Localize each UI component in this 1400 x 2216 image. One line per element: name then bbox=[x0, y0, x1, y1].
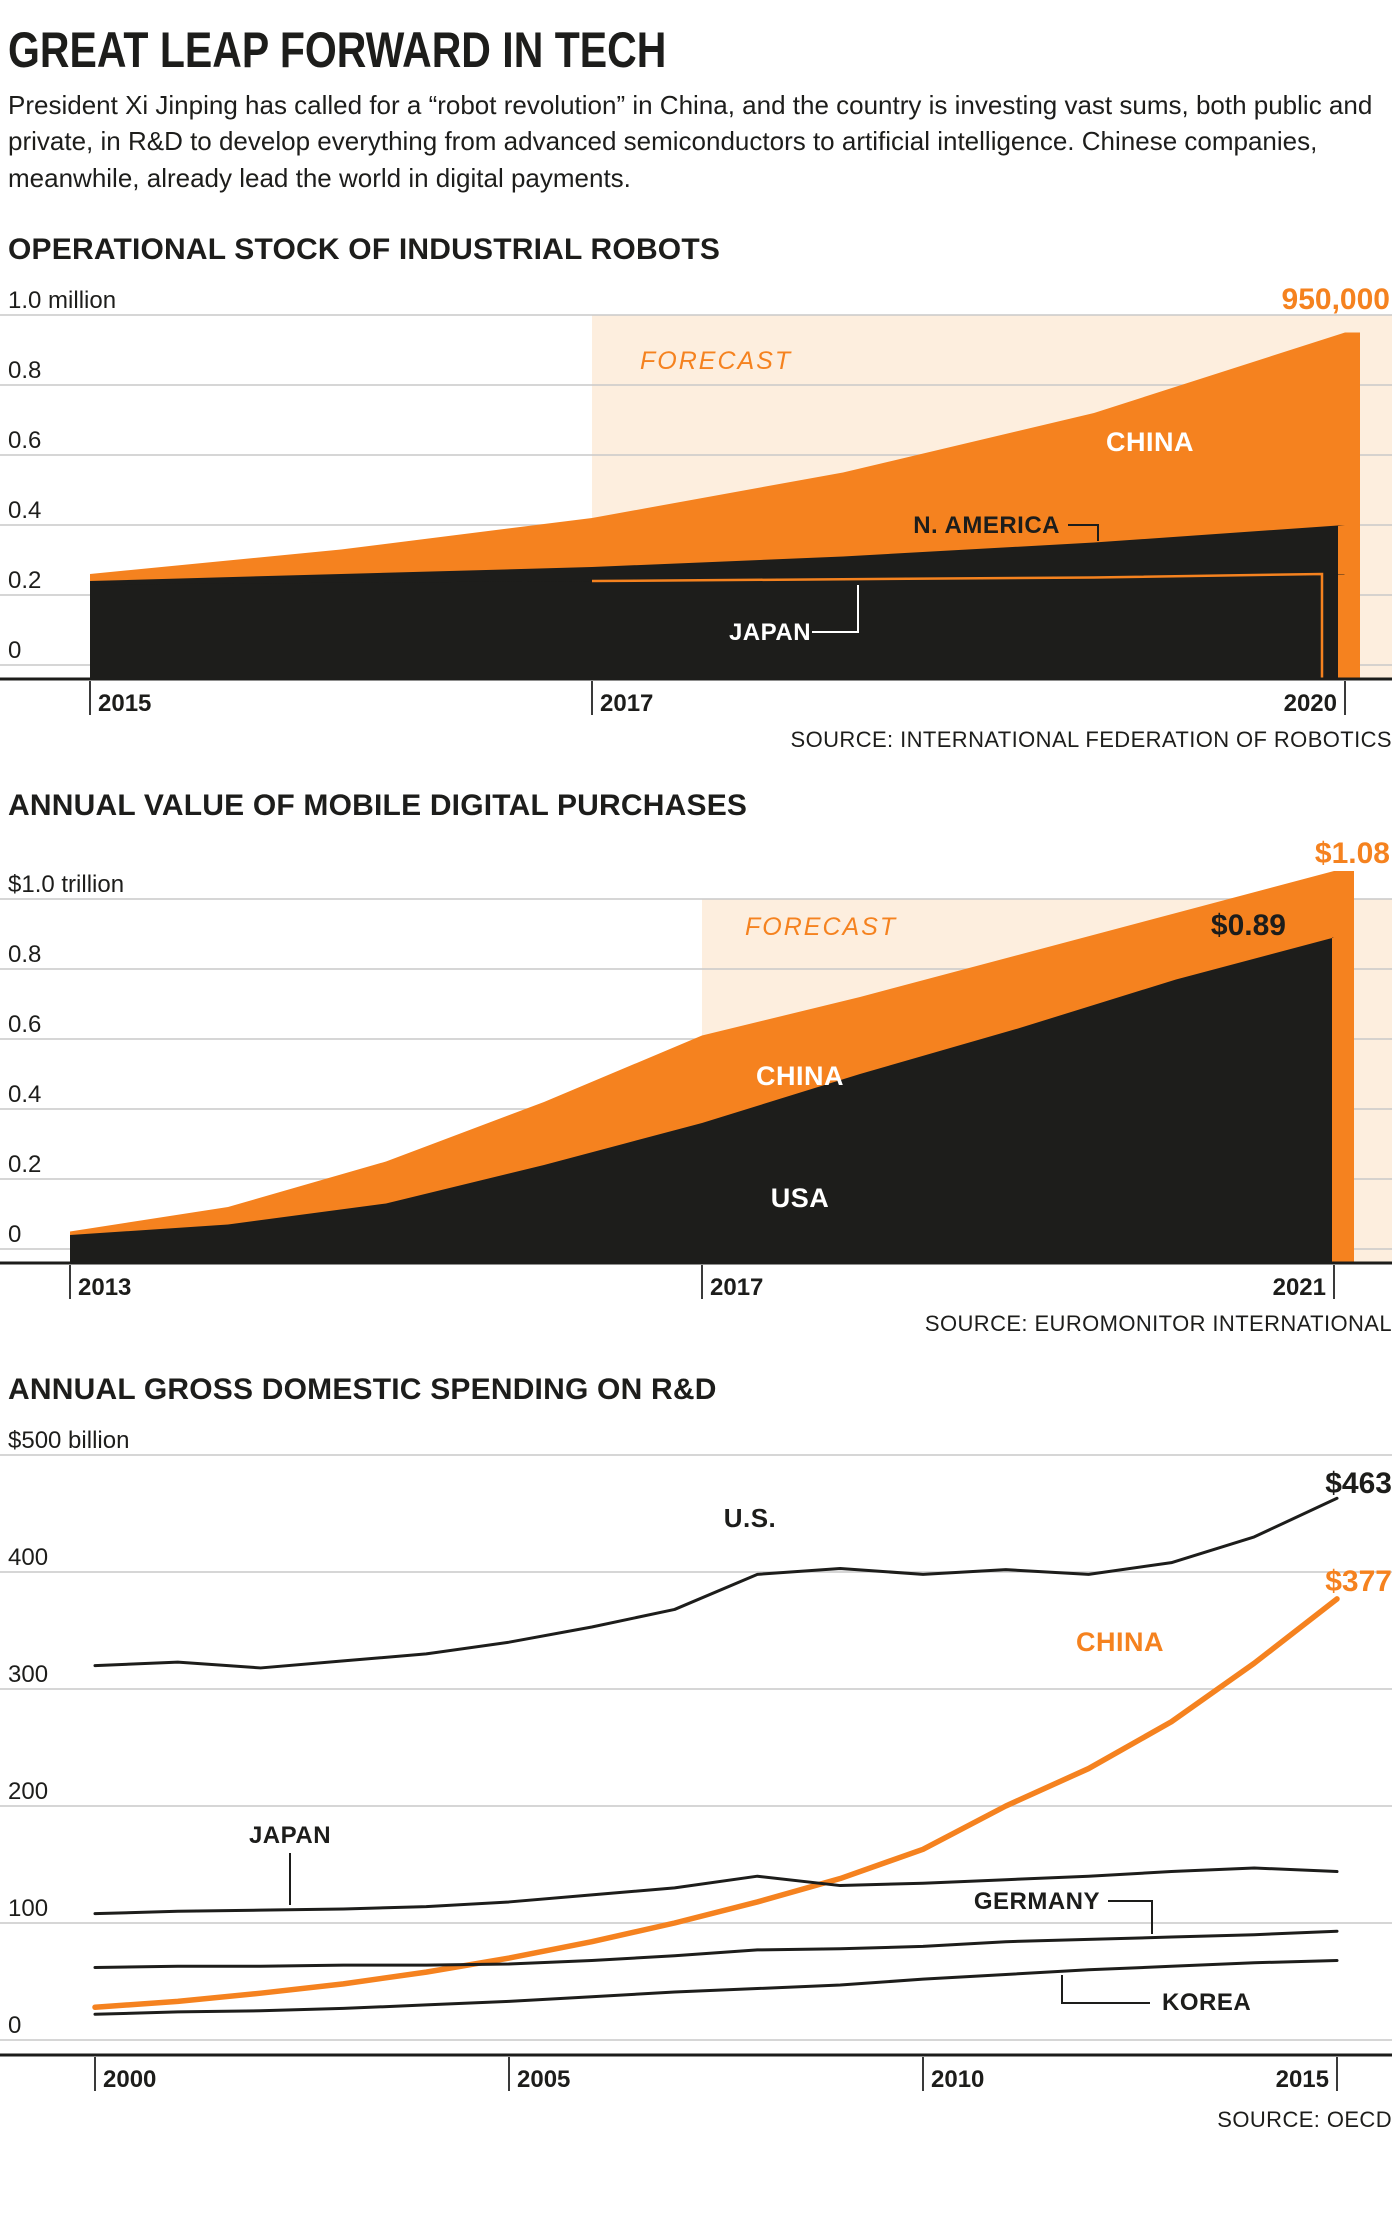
y-axis-label: 0.2 bbox=[8, 1151, 41, 1178]
x-tick-label: 2017 bbox=[600, 690, 653, 717]
line-japan bbox=[93, 1866, 1339, 1916]
series-label-china: CHINA bbox=[1106, 427, 1194, 457]
series-label-korea: KOREA bbox=[1162, 1989, 1251, 2016]
y-axis-label: 300 bbox=[8, 1661, 48, 1688]
chart-title-robots: OPERATIONAL STOCK OF INDUSTRIAL ROBOTS bbox=[8, 233, 721, 267]
intro-text: President Xi Jinping has called for a “r… bbox=[8, 89, 1373, 194]
series-label-china: CHINA bbox=[1076, 1627, 1164, 1657]
mobile-purchases-area-chart: $1.0 trillion 0.8 0.6 0.4 0.2 0 2013 2017 2021 FO… bbox=[0, 839, 1392, 1301]
y-axis-label: 0.6 bbox=[8, 1011, 41, 1038]
y-axis-label: 0.4 bbox=[8, 1081, 41, 1108]
line-korea bbox=[93, 1959, 1339, 2016]
callout-value: 950,000 bbox=[1282, 283, 1390, 316]
label-pointer bbox=[812, 585, 859, 634]
y-axis-label: 0 bbox=[8, 1221, 21, 1248]
series-label-u-s: U.S. bbox=[724, 1503, 777, 1533]
line-u-s bbox=[93, 1497, 1339, 1670]
y-axis-label: 1.0 million bbox=[8, 287, 116, 314]
y-axis-label: 0 bbox=[8, 2012, 21, 2039]
x-tick-label: 2010 bbox=[931, 2066, 984, 2093]
section-rnd-spending: ANNUAL GROSS DOMESTIC SPENDING ON R&D $5… bbox=[0, 1373, 1400, 2133]
y-axis-label: 200 bbox=[8, 1778, 48, 1805]
series-label-germany: GERMANY bbox=[974, 1888, 1100, 1915]
callout-value: $1.08 bbox=[1315, 839, 1390, 870]
forecast-label: FORECAST bbox=[745, 913, 897, 941]
y-axis-label: 0.8 bbox=[8, 357, 41, 384]
robots-area-chart: 1.0 million 0.8 0.6 0.4 0.2 0 2015 2017 2020 FORE… bbox=[0, 283, 1392, 717]
section-robots: OPERATIONAL STOCK OF INDUSTRIAL ROBOTS 1… bbox=[0, 233, 1400, 753]
area-japan bbox=[90, 574, 1345, 680]
page-title: GREAT LEAP FORWARD IN TECH bbox=[8, 22, 667, 78]
rnd-spending-line-chart: $500 billion 400 300 200 100 0 2000 2005 2010 201… bbox=[0, 1427, 1392, 2093]
label-pointer bbox=[1068, 524, 1099, 542]
source-note-rnd: SOURCE: OECD bbox=[1217, 2107, 1392, 2133]
callout-value: $463 bbox=[1325, 1467, 1392, 1500]
source-note-robots: SOURCE: INTERNATIONAL FEDERATION OF ROBO… bbox=[790, 727, 1392, 753]
y-axis-label: 0.4 bbox=[8, 497, 41, 524]
callout-value: $0.89 bbox=[1211, 909, 1286, 942]
callout-value: $377 bbox=[1325, 1565, 1392, 1598]
series-label-japan: JAPAN bbox=[729, 619, 811, 646]
y-axis-label: 0 bbox=[8, 637, 21, 664]
series-label-usa: USA bbox=[771, 1183, 830, 1213]
x-tick-label: 2013 bbox=[78, 1274, 131, 1301]
label-pointer bbox=[1108, 1900, 1153, 1935]
x-tick-label: 2000 bbox=[103, 2066, 156, 2093]
series-label-china: CHINA bbox=[756, 1061, 844, 1091]
chart-title-mobile: ANNUAL VALUE OF MOBILE DIGITAL PURCHASES bbox=[8, 789, 748, 823]
y-axis-label: $500 billion bbox=[8, 1427, 129, 1454]
x-tick-label: 2015 bbox=[98, 690, 151, 717]
line-china bbox=[92, 1596, 1340, 2011]
line-germany bbox=[93, 1929, 1339, 1970]
source-note-mobile: SOURCE: EUROMONITOR INTERNATIONAL bbox=[924, 1311, 1392, 1337]
forecast-outline bbox=[591, 572, 1324, 680]
series-label-n-america: N. AMERICA bbox=[913, 512, 1060, 539]
x-tick-label: 2020 bbox=[1284, 690, 1337, 717]
y-axis-label: 0.6 bbox=[8, 427, 41, 454]
x-tick-label: 2015 bbox=[1276, 2066, 1329, 2093]
series-label-japan: JAPAN bbox=[249, 1822, 331, 1849]
label-pointer bbox=[1061, 1975, 1150, 2005]
x-tick-label: 2021 bbox=[1273, 1274, 1326, 1301]
y-axis-label: 0.2 bbox=[8, 567, 41, 594]
y-axis-label: 0.8 bbox=[8, 941, 41, 968]
forecast-label: FORECAST bbox=[640, 347, 792, 375]
y-axis-label: 400 bbox=[8, 1544, 48, 1571]
infographic: GREAT LEAP FORWARD IN TECH President Xi … bbox=[0, 22, 1400, 2133]
x-tick-label: 2017 bbox=[710, 1274, 763, 1301]
y-axis-label: 100 bbox=[8, 1895, 48, 1922]
chart-title-rnd: ANNUAL GROSS DOMESTIC SPENDING ON R&D bbox=[8, 1373, 717, 1407]
x-tick-label: 2005 bbox=[517, 2066, 570, 2093]
section-mobile-purchases: ANNUAL VALUE OF MOBILE DIGITAL PURCHASES… bbox=[0, 789, 1400, 1337]
y-axis-label: $1.0 trillion bbox=[8, 871, 124, 898]
area-usa bbox=[70, 937, 1334, 1264]
